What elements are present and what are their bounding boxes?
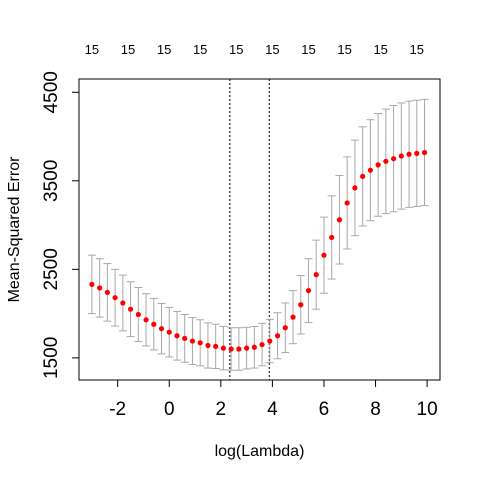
top-axis-label: 15 — [301, 42, 315, 57]
y-tick-label: 1500 — [41, 337, 62, 379]
x-tick-label: -2 — [109, 399, 126, 420]
data-point — [305, 287, 312, 294]
data-points — [89, 149, 428, 352]
top-axis-label: 15 — [121, 42, 135, 57]
x-tick-label: 0 — [164, 399, 175, 420]
data-point — [220, 345, 226, 351]
data-point — [189, 338, 196, 344]
data-point — [421, 149, 428, 156]
data-point — [182, 335, 188, 341]
data-point — [344, 200, 350, 206]
data-point — [197, 340, 203, 346]
data-point — [390, 156, 397, 162]
data-point — [135, 311, 141, 318]
data-point — [251, 344, 257, 350]
data-point — [97, 285, 103, 291]
data-point — [104, 289, 110, 295]
data-point — [259, 341, 265, 348]
data-point — [406, 151, 412, 157]
data-point — [336, 217, 343, 223]
data-point — [236, 346, 242, 352]
x-axis-label: log(Lambda) — [215, 443, 305, 460]
data-point — [329, 234, 335, 241]
data-point — [158, 326, 165, 332]
data-point — [205, 342, 211, 349]
top-axis-label: 15 — [157, 42, 171, 57]
data-point — [313, 272, 319, 278]
top-axis-label: 15 — [229, 42, 243, 57]
x-tick-label: 2 — [216, 399, 227, 420]
top-axis-label: 15 — [265, 42, 279, 57]
y-tick-label: 2500 — [41, 248, 62, 290]
data-point — [244, 345, 250, 351]
data-point — [367, 167, 373, 173]
data-point — [360, 173, 366, 179]
data-point — [213, 343, 219, 349]
data-point — [414, 150, 420, 156]
top-axis-labels: 15 15 15 15 15 15 15 15 15 15 — [85, 42, 424, 57]
data-point — [143, 317, 149, 323]
data-point — [267, 338, 273, 344]
y-axis-label: Mean-Squared Error — [6, 156, 23, 303]
data-point — [127, 306, 134, 312]
data-point — [352, 185, 358, 191]
top-axis-label: 15 — [85, 42, 99, 57]
data-point — [398, 153, 404, 159]
y-tick-label: 4500 — [41, 71, 62, 113]
data-point — [298, 302, 304, 308]
x-axis: -2 0 2 4 6 8 10 — [109, 379, 438, 420]
x-tick-label: 6 — [319, 399, 330, 420]
top-axis-label: 15 — [410, 42, 424, 57]
x-tick-label: 4 — [267, 399, 278, 420]
data-point — [282, 325, 288, 331]
top-axis-label: 15 — [373, 42, 387, 57]
data-point — [274, 333, 281, 339]
data-point — [166, 329, 172, 335]
data-point — [151, 321, 157, 327]
x-tick-label: 10 — [417, 399, 438, 420]
data-point — [290, 314, 296, 320]
data-point — [383, 158, 389, 164]
data-point — [120, 300, 126, 306]
data-point — [112, 295, 118, 301]
x-tick-label: 8 — [370, 399, 381, 420]
data-point — [321, 252, 327, 258]
top-axis-label: 15 — [337, 42, 351, 57]
top-axis-label: 15 — [193, 42, 207, 57]
data-point — [228, 346, 234, 352]
y-axis: 1500 2500 3500 4500 — [41, 71, 80, 379]
data-point — [89, 281, 95, 287]
data-point — [375, 162, 381, 168]
y-tick-label: 3500 — [41, 160, 62, 202]
data-point — [174, 333, 180, 339]
